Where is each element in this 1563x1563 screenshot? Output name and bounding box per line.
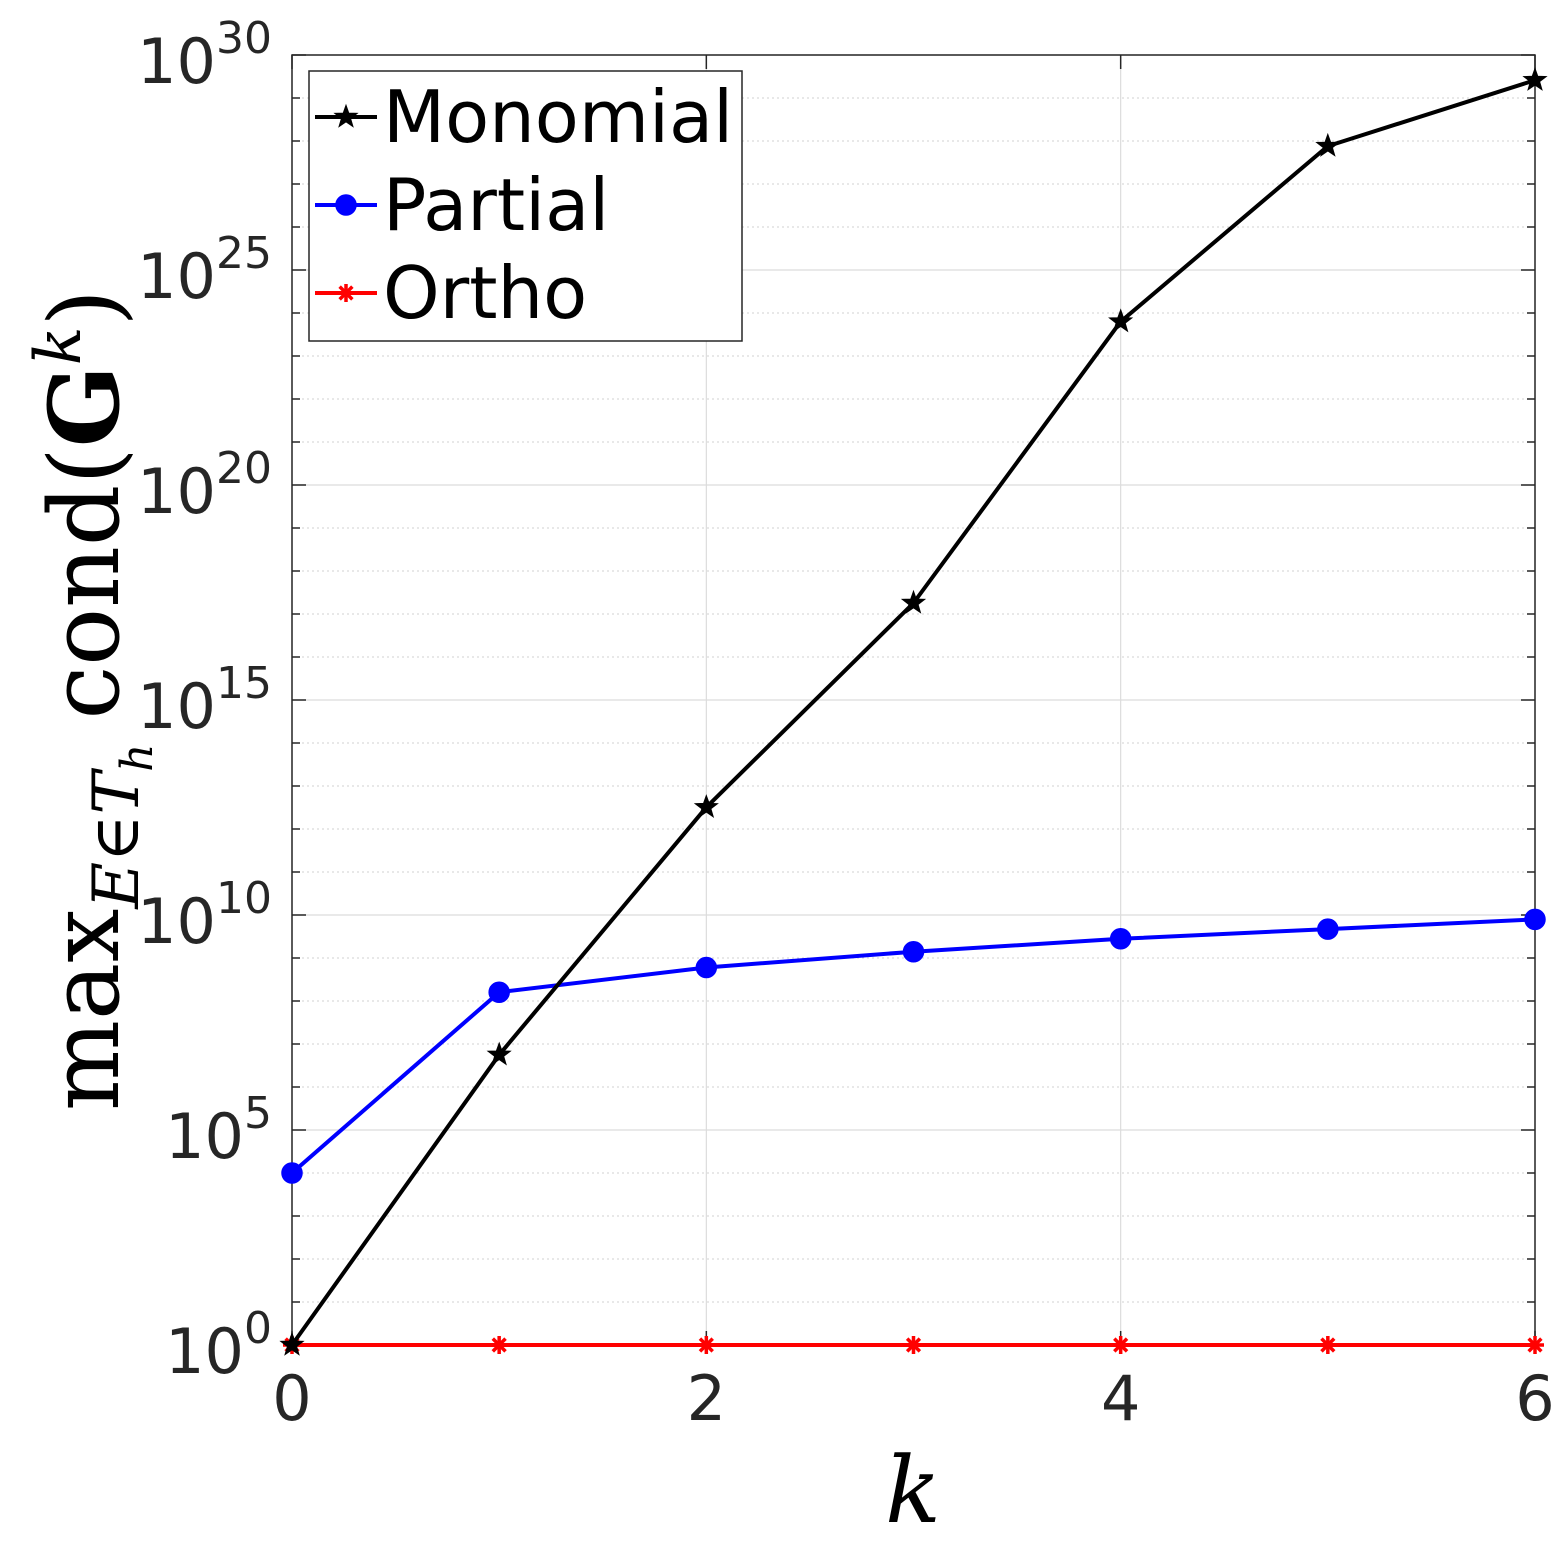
x-tick-label: 6 xyxy=(1515,1362,1554,1435)
y-label-close: ) xyxy=(29,289,141,326)
circle-icon xyxy=(488,981,510,1003)
tick-labels: 100 105 1010 1015 1020 1025 1030 0 2 4 6 xyxy=(137,13,1555,1435)
series-monomial xyxy=(279,66,1548,1356)
star-icon xyxy=(486,1041,512,1066)
asterisk-icon xyxy=(1318,1336,1337,1354)
asterisk-icon xyxy=(337,284,355,302)
asterisk-icon xyxy=(697,1336,716,1354)
star-icon xyxy=(1315,132,1341,157)
star-icon xyxy=(693,794,719,819)
y-tick-label: 1020 xyxy=(137,443,272,528)
legend-item-ortho: Ortho xyxy=(315,251,587,335)
x-tick-label: 0 xyxy=(272,1362,311,1435)
legend-item-partial: Partial xyxy=(315,163,609,247)
x-tick-label: 2 xyxy=(687,1362,726,1435)
y-tick-label: 1010 xyxy=(137,873,272,958)
circle-icon xyxy=(281,1162,303,1184)
y-label-subsubscript: h xyxy=(112,743,163,771)
legend-item-monomial: Monomial xyxy=(315,75,733,159)
legend-label: Partial xyxy=(383,163,609,247)
circle-icon xyxy=(1317,918,1339,940)
y-tick-label: 1015 xyxy=(137,658,272,743)
star-icon xyxy=(1108,308,1134,333)
star-icon xyxy=(333,103,359,128)
star-icon xyxy=(279,1331,305,1356)
asterisk-icon xyxy=(904,1336,923,1354)
legend-label: Monomial xyxy=(383,75,733,159)
legend-label: Ortho xyxy=(383,251,587,335)
circle-icon xyxy=(902,940,925,963)
asterisk-stroke xyxy=(1113,1337,1129,1353)
y-label-max: max xyxy=(29,909,141,1111)
y-axis-label: maxE∈Th cond(Gk) xyxy=(22,289,163,1111)
y-tick-label: 1025 xyxy=(137,228,272,313)
star-icon xyxy=(900,589,927,614)
y-label-cond: cond( xyxy=(29,447,141,719)
asterisk-stroke xyxy=(1320,1337,1336,1353)
circle-icon xyxy=(335,194,357,216)
asterisk-icon xyxy=(1111,1336,1130,1354)
x-tick-label: 4 xyxy=(1101,1362,1140,1435)
y-label-superscript: k xyxy=(22,326,96,365)
y-label-subscript: E∈T xyxy=(80,768,154,910)
asterisk-stroke xyxy=(1527,1337,1543,1353)
y-tick-label: 105 xyxy=(165,1088,272,1173)
y-label-matrix: G xyxy=(28,365,141,447)
x-axis-label: k xyxy=(885,1437,941,1544)
series-layer xyxy=(279,66,1548,1356)
circle-icon xyxy=(1109,928,1132,950)
legend-box xyxy=(308,70,743,342)
series-ortho xyxy=(283,1336,1544,1354)
asterisk-stroke xyxy=(491,1337,507,1353)
grid xyxy=(291,54,1536,1346)
y-tick-label: 1030 xyxy=(137,13,272,98)
asterisk-icon xyxy=(490,1336,509,1354)
star-icon xyxy=(1522,66,1548,91)
asterisk-stroke xyxy=(698,1337,714,1353)
asterisk-stroke xyxy=(905,1337,922,1353)
y-tick-label: 100 xyxy=(165,1303,272,1388)
circle-icon xyxy=(695,956,718,979)
asterisk-stroke xyxy=(338,285,354,301)
series-partial xyxy=(281,908,1546,1184)
asterisk-icon xyxy=(1526,1336,1544,1354)
circle-icon xyxy=(1524,908,1546,931)
